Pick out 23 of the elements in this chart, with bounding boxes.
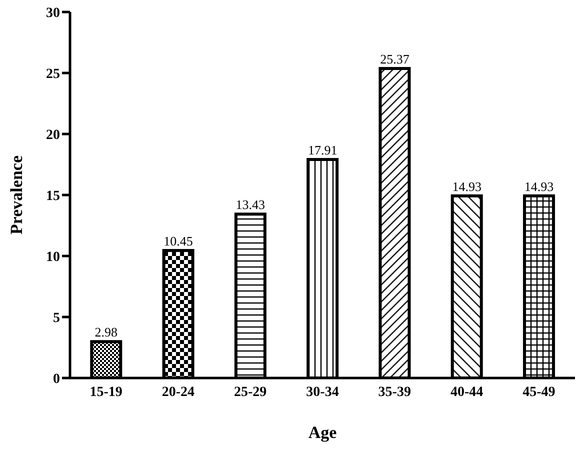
- data-label: 25.37: [380, 51, 410, 66]
- data-label: 14.93: [452, 178, 482, 194]
- data-label: 2.98: [94, 324, 118, 340]
- x-tick-label: 35-39: [378, 384, 411, 400]
- y-tick-label: 20: [46, 128, 60, 143]
- y-tick-label: 30: [46, 6, 60, 21]
- x-tick-label: 45-49: [522, 384, 556, 400]
- y-axis-title: Prevalence: [7, 155, 26, 234]
- data-label: 13.43: [236, 197, 266, 212]
- data-label: 14.93: [524, 178, 554, 194]
- y-tick-label: 5: [53, 310, 60, 326]
- y-tick-label: 15: [46, 188, 60, 204]
- x-tick-label: 30-34: [306, 384, 339, 400]
- data-label: 10.45: [164, 234, 193, 249]
- y-tick-label: 10: [46, 250, 60, 265]
- x-tick-label: 15-19: [90, 384, 122, 400]
- x-tick-label: 40-44: [450, 384, 484, 400]
- y-tick-label: 25: [46, 66, 60, 82]
- x-tick-label: 20-24: [162, 384, 195, 400]
- data-label: 17.91: [308, 142, 338, 158]
- x-tick-label: 25-29: [234, 384, 267, 400]
- x-axis-title: Age: [308, 423, 338, 442]
- y-tick-label: 0: [53, 372, 60, 387]
